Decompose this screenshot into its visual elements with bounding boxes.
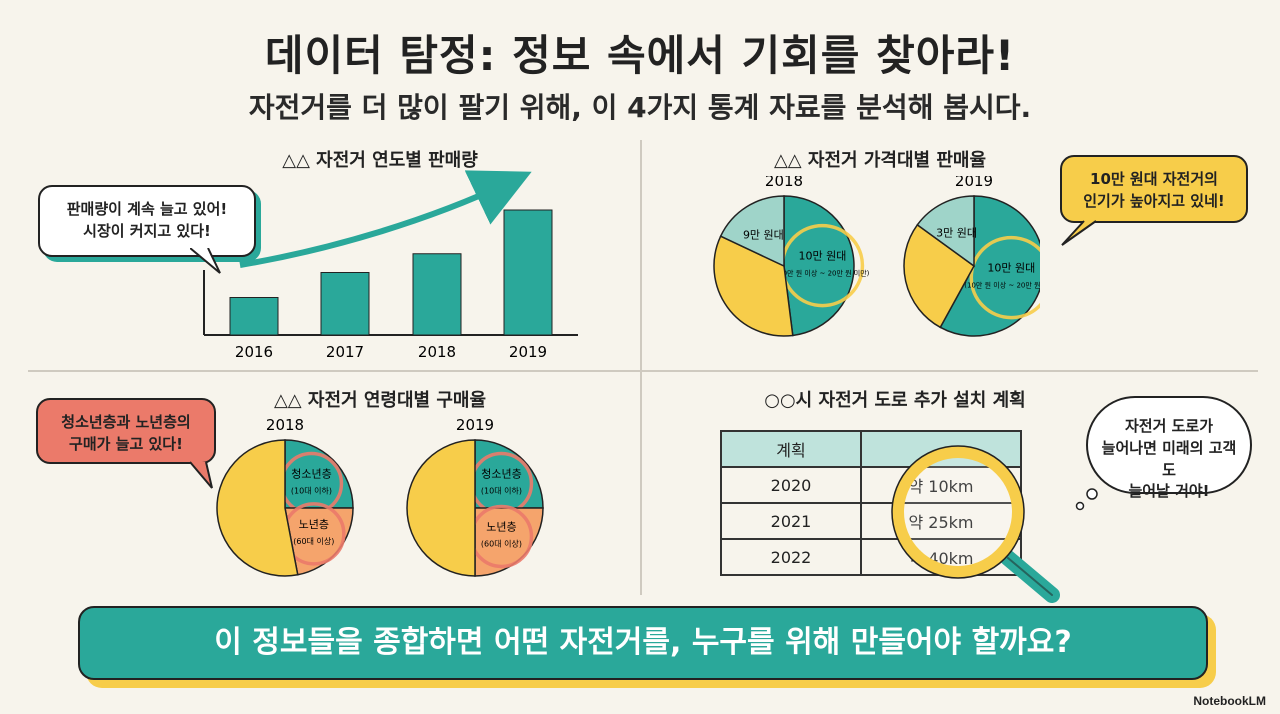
table-cell-value: 약 25km	[860, 502, 1022, 540]
pie-2019: 2019 10만 원대 (10만 원 이상 ~ 20만 원 미만) 3만 원대	[903, 176, 1040, 337]
pie-2019: 2019 청소년층 (10대 이하) 노년층 (60대 이상)	[406, 416, 544, 577]
road-thought-cloud: 자전거 도로가 늘어나면 미래의 고객도 늘어날 거야!	[1086, 396, 1252, 500]
price-bubble-line1: 10만 원대 자전거의	[1090, 170, 1218, 188]
pie-slice-label: 3만 원대	[936, 227, 977, 240]
cloud-line2: 늘어나면 미래의 고객도	[1101, 438, 1237, 479]
highlight-circle	[969, 235, 1040, 320]
pie-slice	[916, 195, 975, 268]
pie-year-label: 2019	[955, 176, 993, 190]
table-cell-year: 2021	[720, 502, 862, 540]
pie-2018: 2018 청소년층 (10대 이하) 노년층 (60대 이상)	[216, 416, 354, 577]
age-bubble-line2: 구매가 늘고 있다!	[69, 434, 183, 453]
table-cell-year: 2020	[720, 466, 862, 504]
sales-bubble-line1: 판매량이 계속 늘고 있어!	[66, 200, 228, 218]
trend-arrow	[239, 170, 532, 268]
bar-2019	[503, 209, 553, 336]
divider-horizontal	[28, 370, 1258, 372]
pie-slice-label: 청소년층	[291, 468, 331, 481]
sales-chart-title: △△ 자전거 연도별 판매량	[282, 150, 478, 171]
bar-2017	[320, 272, 370, 336]
magnifier-icon	[891, 445, 1060, 603]
pie-2018: 2018 10만 원대 (10만 원 이상 ~ 20만 원 미만) 9만 원대	[713, 176, 870, 337]
price-bubble-line2: 인기가 높아지고 있네!	[1083, 191, 1225, 210]
pie-slice	[903, 223, 975, 329]
price-bubble-tail	[1061, 220, 1097, 246]
age-bubble-line1: 청소년층과 노년층의	[61, 413, 191, 431]
pie-slice-label: 9만 원대	[743, 228, 784, 241]
pie-slice-sublabel: (10만 원 이상 ~ 20만 원 미만)	[964, 281, 1040, 290]
table-cell-year: 2022	[720, 538, 862, 576]
x-tick-label: 2017	[326, 343, 364, 361]
divider-vertical	[640, 140, 642, 595]
pie-slice-sublabel: (10대 이하)	[481, 486, 522, 496]
pie-slice	[783, 195, 855, 337]
pie-slice-label: 10만 원대	[987, 262, 1035, 275]
age-pie-charts: 2018 청소년층 (10대 이하) 노년층 (60대 이상) 2019 청소년층 (10대 …	[216, 416, 544, 577]
bar-2016	[229, 297, 279, 336]
age-speech-bubble: 청소년층과 노년층의 구매가 늘고 있다!	[36, 398, 216, 464]
pie-slice-label: 노년층	[299, 518, 329, 531]
pie-slice-label: 청소년층	[481, 468, 521, 481]
age-bubble-tail	[190, 461, 213, 489]
pie-slice	[216, 439, 299, 577]
cloud-line3: 늘어날 거야!	[1128, 482, 1210, 501]
thought-bubbles	[1075, 488, 1098, 511]
x-tick-label: 2019	[509, 343, 547, 361]
road-plan-title: ○○시 자전거 도로 추가 설치 계획	[764, 390, 1026, 411]
pie-slice-sublabel: (10만 원 이상 ~ 20만 원 미만)	[775, 269, 869, 278]
question-banner: 이 정보들을 종합하면 어떤 자전거를, 누구를 위해 만들어야 할까요?	[78, 606, 1208, 680]
pie-slice	[719, 195, 785, 268]
pie-slice	[284, 439, 354, 509]
sales-bubble-tail	[190, 248, 221, 274]
pie-year-label: 2019	[456, 416, 494, 434]
table-header-plan: 계획	[720, 430, 862, 468]
pie-slice-sublabel: (60대 이상)	[293, 536, 334, 546]
pie-slice-label: 10만 원대	[798, 250, 846, 263]
pie-slice	[406, 439, 476, 577]
pie-slice	[474, 439, 544, 509]
notebooklm-logo: NotebookLM	[1193, 694, 1266, 708]
table-row: 2021 약 25km	[720, 502, 1022, 540]
price-speech-bubble: 10만 원대 자전거의 인기가 높아지고 있네!	[1060, 155, 1248, 223]
price-pie-charts: 2018 10만 원대 (10만 원 이상 ~ 20만 원 미만) 9만 원대 2019…	[713, 176, 1040, 337]
x-tick-label: 2016	[235, 343, 273, 361]
cloud-line1: 자전거 도로가	[1124, 417, 1214, 435]
age-chart-title: △△ 자전거 연령대별 구매율	[273, 390, 487, 411]
sales-bubble-line2: 시장이 커지고 있다!	[83, 221, 211, 240]
x-tick-label: 2018	[418, 343, 456, 361]
pie-slice-label: 노년층	[486, 520, 516, 533]
sales-speech-bubble: 판매량이 계속 늘고 있어! 시장이 커지고 있다!	[38, 185, 256, 257]
pie-year-label: 2018	[266, 416, 304, 434]
sales-bar-chart: 2016 2017 2018 2019	[203, 170, 578, 361]
pie-year-label: 2018	[765, 176, 803, 190]
pie-slice-sublabel: (10대 이하)	[291, 486, 332, 496]
bar-2018	[412, 253, 462, 336]
page-subtitle: 자전거를 더 많이 팔기 위해, 이 4가지 통계 자료를 분석해 봅시다.	[248, 91, 1032, 124]
pie-slice	[939, 195, 1040, 337]
pie-slice-sublabel: (60대 이상)	[481, 538, 522, 548]
page-title: 데이터 탐정: 정보 속에서 기회를 찾아라!	[264, 31, 1016, 80]
price-chart-title: △△ 자전거 가격대별 판매율	[773, 150, 987, 171]
